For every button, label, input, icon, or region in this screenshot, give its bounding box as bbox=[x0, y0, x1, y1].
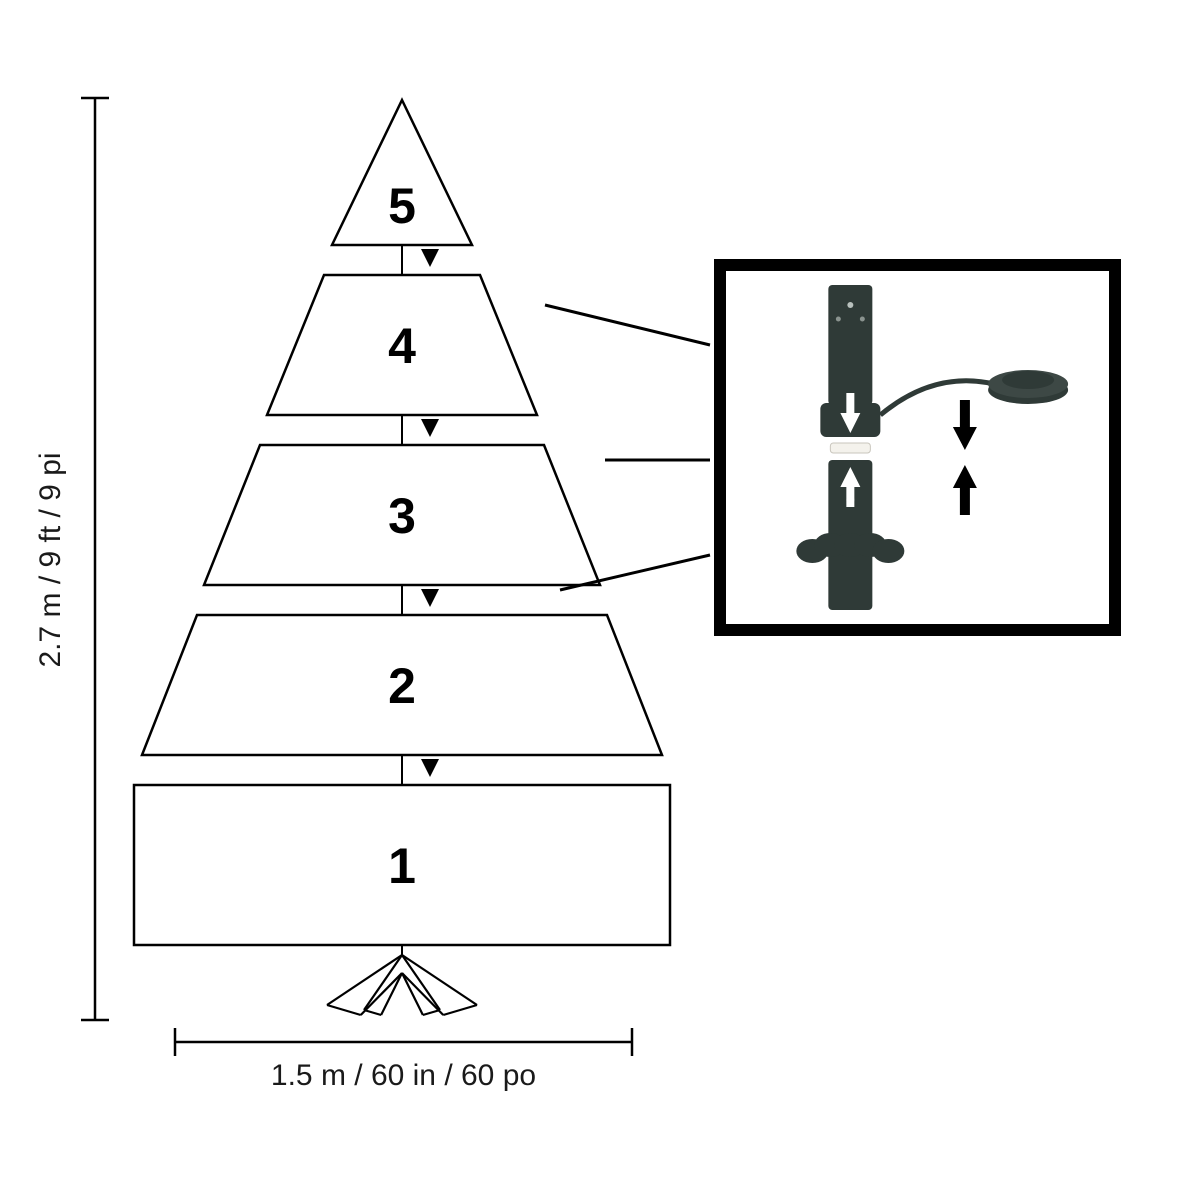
segment-label-5: 5 bbox=[388, 178, 416, 234]
callout-line bbox=[545, 305, 710, 345]
down-arrow-icon bbox=[421, 589, 439, 607]
segment-label-2: 2 bbox=[388, 658, 416, 714]
segment-label-4: 4 bbox=[388, 318, 416, 374]
height-label: 2.7 m / 9 ft / 9 pi bbox=[34, 452, 67, 667]
down-arrow-icon bbox=[421, 759, 439, 777]
width-label: 1.5 m / 60 in / 60 po bbox=[271, 1059, 536, 1092]
segment-label-3: 3 bbox=[388, 488, 416, 544]
down-arrow-icon bbox=[421, 419, 439, 437]
connection-detail-inset bbox=[720, 265, 1115, 630]
down-arrow-icon bbox=[421, 249, 439, 267]
assembly-diagram: 5 4 3 2 1 2.7 m / 9 ft / 9 pi 1.5 m / 60 in / … bbox=[0, 0, 1200, 1200]
segment-label-1: 1 bbox=[388, 838, 416, 894]
tree-stand bbox=[327, 955, 477, 1015]
